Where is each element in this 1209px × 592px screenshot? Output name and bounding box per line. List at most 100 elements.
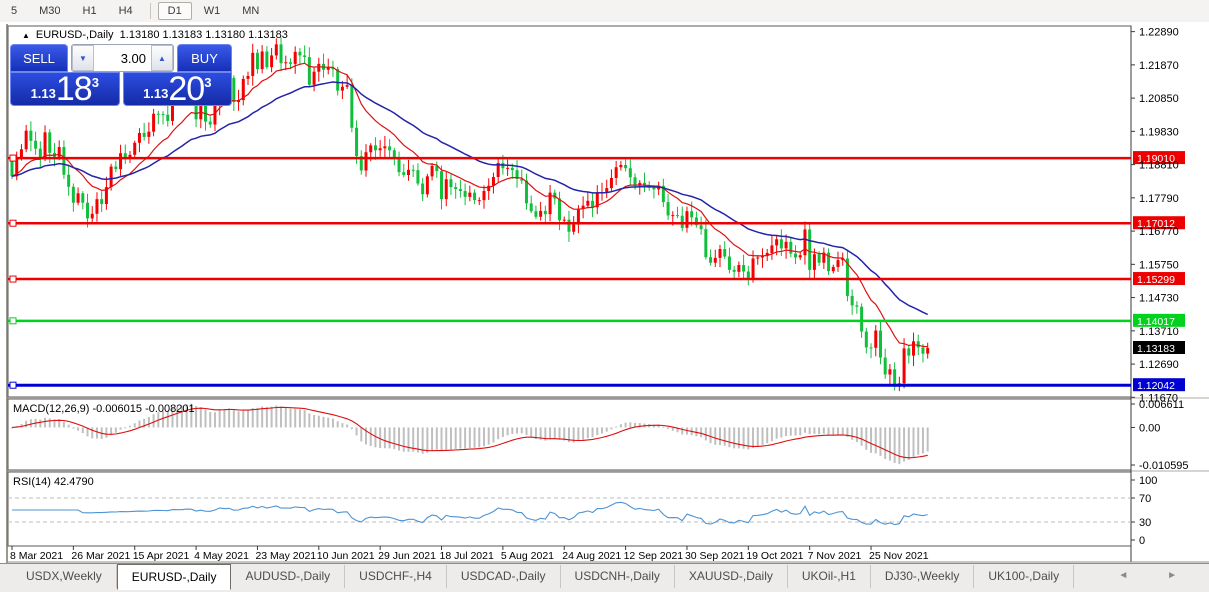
rsi-tick-label: 30 — [1139, 517, 1151, 529]
window-left-border — [6, 24, 8, 563]
macd-bar — [138, 420, 141, 428]
candle-down — [67, 174, 71, 187]
chart-tab-ukoil[interactable]: UKOil-,H1 — [788, 565, 871, 588]
macd-bar — [209, 411, 212, 428]
macd-bar — [492, 427, 495, 443]
macd-bar — [317, 415, 320, 428]
hline-drag-handle[interactable] — [9, 381, 17, 389]
hline-price-label: 1.14017 — [1137, 316, 1175, 328]
price-chart-canvas[interactable]: 1.19010 1.17012 1.15299 1.14017 1.12042 1.131… — [0, 22, 1209, 563]
chart-tab-eurusd[interactable]: EURUSD-,Daily — [116, 564, 232, 590]
macd-bar — [567, 427, 570, 443]
macd-bar — [294, 408, 297, 428]
macd-bar — [445, 427, 448, 450]
macd-bar — [723, 427, 726, 446]
macd-bar — [350, 427, 353, 430]
macd-bar — [247, 410, 249, 428]
buy-button[interactable]: BUY — [177, 44, 232, 72]
chart-tab-xauusd[interactable]: XAUUSD-,Daily — [675, 565, 788, 588]
volume-decrease-button[interactable]: ▼ — [72, 45, 95, 71]
macd-bar — [265, 406, 268, 428]
macd-bar — [228, 408, 231, 428]
horizontal-line-1.17012[interactable]: 1.17012 — [8, 216, 1185, 230]
horizontal-line-1.15299[interactable]: 1.15299 — [8, 272, 1185, 286]
candle-up — [274, 44, 278, 56]
tab-scroll-arrows[interactable]: ◄ ► — [1118, 570, 1195, 581]
chart-tab-uk100[interactable]: UK100-,Daily — [974, 565, 1075, 588]
ma-fast-line — [11, 62, 928, 348]
macd-bar — [143, 418, 146, 428]
chart-tab-usdchf[interactable]: USDCHF-,H4 — [345, 565, 447, 588]
candle-down — [166, 114, 170, 121]
timeframe-button-h1[interactable]: H1 — [82, 5, 97, 17]
macd-bar — [841, 427, 844, 435]
price-tick-label: 1.15750 — [1139, 259, 1179, 271]
timeframe-button-5[interactable]: 5 — [11, 5, 18, 17]
toolbar-separator — [149, 3, 151, 19]
chart-tab-usdx[interactable]: USDX,Weekly — [12, 565, 117, 588]
macd-bar — [903, 427, 906, 462]
candle-down — [392, 150, 396, 159]
current-price-label: 1.13183 — [1137, 343, 1175, 355]
candle-up — [95, 199, 99, 214]
macd-bar — [634, 422, 637, 428]
macd-bar — [195, 406, 198, 428]
horizontal-line-1.12042[interactable]: 1.12042 — [8, 378, 1185, 392]
buy-price-panel[interactable]: 1.13 20 3 — [122, 72, 232, 106]
candle-up — [548, 192, 552, 215]
candle-up — [24, 130, 28, 150]
horizontal-line-1.19010[interactable]: 1.19010 — [8, 151, 1185, 165]
horizontal-line-1.14017[interactable]: 1.14017 — [8, 313, 1185, 328]
ohlc-quote: 1.13180 1.13183 1.13180 1.13183 — [119, 29, 288, 41]
macd-bar — [129, 425, 131, 428]
macd-bar — [553, 427, 556, 439]
timeframe-button-w1[interactable]: W1 — [203, 5, 221, 17]
macd-bar — [346, 424, 349, 428]
sell-button[interactable]: SELL — [10, 44, 69, 72]
hline-drag-handle[interactable] — [9, 317, 17, 325]
hline-price-box — [1133, 151, 1185, 165]
hline-drag-handle[interactable] — [9, 219, 17, 227]
price-tick-label: 1.22890 — [1139, 27, 1179, 39]
macd-bar — [572, 427, 575, 443]
chart-tab-audusd[interactable]: AUDUSD-,Daily — [231, 565, 346, 588]
hline-drag-handle[interactable] — [9, 275, 17, 283]
volume-increase-button[interactable]: ▲ — [151, 45, 174, 71]
macd-bar — [789, 427, 792, 436]
candle-up — [270, 55, 274, 68]
chart-tab-usdcad[interactable]: USDCAD-,Daily — [447, 565, 561, 588]
macd-bar — [426, 427, 429, 453]
collapse-triangle-icon[interactable]: ▲ — [22, 31, 30, 40]
chart-background[interactable] — [8, 26, 1209, 562]
sell-price-panel[interactable]: 1.13 18 3 — [10, 72, 120, 106]
timeframe-button-h4[interactable]: H4 — [118, 5, 133, 17]
price-tick-label: 1.18810 — [1139, 160, 1179, 172]
candle-up — [378, 148, 382, 151]
panel-separator[interactable] — [8, 397, 1209, 399]
chart-tab-dj30[interactable]: DJ30-,Weekly — [871, 565, 975, 588]
macd-bar — [785, 427, 788, 436]
candle-up — [430, 165, 434, 177]
chart-tab-usdcnh[interactable]: USDCNH-,Daily — [561, 565, 675, 588]
candle-up — [491, 176, 495, 186]
macd-bar — [393, 427, 396, 450]
candle-up — [822, 252, 826, 263]
candle-up — [605, 188, 609, 193]
macd-bar — [794, 427, 797, 436]
candle-up — [803, 229, 807, 256]
panel-separator[interactable] — [8, 470, 1209, 472]
timeframe-button-mn[interactable]: MN — [242, 5, 260, 17]
hline-drag-handle[interactable] — [9, 154, 17, 162]
timeframe-button-m30[interactable]: M30 — [39, 5, 61, 17]
candle-up — [477, 200, 481, 202]
macd-bar — [242, 410, 245, 428]
candle-up — [119, 153, 123, 170]
candle-down — [355, 127, 359, 157]
candle-down — [845, 258, 849, 296]
macd-bar — [610, 427, 613, 430]
macd-bar — [388, 427, 391, 449]
volume-input[interactable]: 3.00 — [120, 50, 147, 66]
macd-bar — [714, 427, 717, 445]
timeframe-button-d1[interactable]: D1 — [157, 2, 192, 20]
candle-up — [425, 176, 429, 195]
